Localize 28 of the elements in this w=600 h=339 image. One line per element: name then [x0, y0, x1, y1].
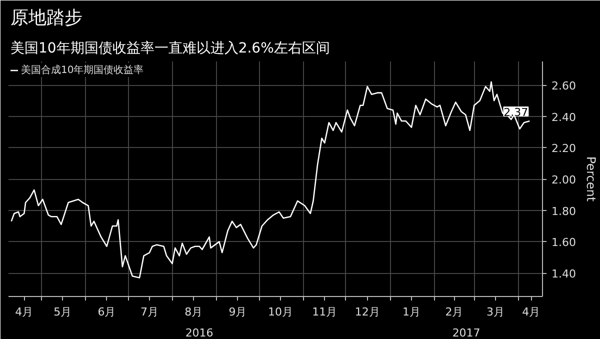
- x-tick-label: 7月: [140, 306, 158, 318]
- line-series: [10, 81, 530, 278]
- text: 2016: [185, 326, 214, 339]
- y-axis-title: Percent: [584, 156, 598, 202]
- x-tick-label: 10月: [268, 306, 293, 318]
- y-tick-label: 2.40: [552, 110, 576, 124]
- y-tick-label: 1.40: [552, 268, 576, 280]
- x-tick-label: 2月: [445, 306, 464, 318]
- x-tick-label: 8月: [184, 306, 203, 318]
- y-tick-label: 2.60: [552, 80, 576, 92]
- y-tick-label: 2.00: [552, 174, 576, 186]
- x-tick-label: 11月: [312, 306, 338, 318]
- y-tick-label: 1.80: [552, 204, 576, 218]
- x-tick-label: 5月: [54, 306, 72, 318]
- y-tick-label: 2.20: [552, 142, 576, 156]
- chart-title: 原地踏步: [10, 8, 82, 28]
- x-tick-label: 3月: [486, 306, 505, 318]
- x-tick-label: 9月: [228, 306, 247, 318]
- x-tick-label: 12月: [354, 306, 380, 318]
- chart-subtitle: 美国10年期国债收益率一直难以进入2.6%左右区间: [10, 40, 330, 56]
- y-tick-label: 1.60: [552, 236, 576, 250]
- text: 2017: [452, 326, 480, 339]
- data-label: 2.37: [504, 106, 528, 120]
- legend-label: 美国合成10年期国债收益率: [21, 64, 144, 77]
- x-tick-label: 4月: [522, 306, 540, 318]
- x-tick-label: 1月: [402, 306, 420, 318]
- x-tick-label: 4月: [15, 306, 34, 318]
- x-tick-label: 6月: [98, 306, 116, 318]
